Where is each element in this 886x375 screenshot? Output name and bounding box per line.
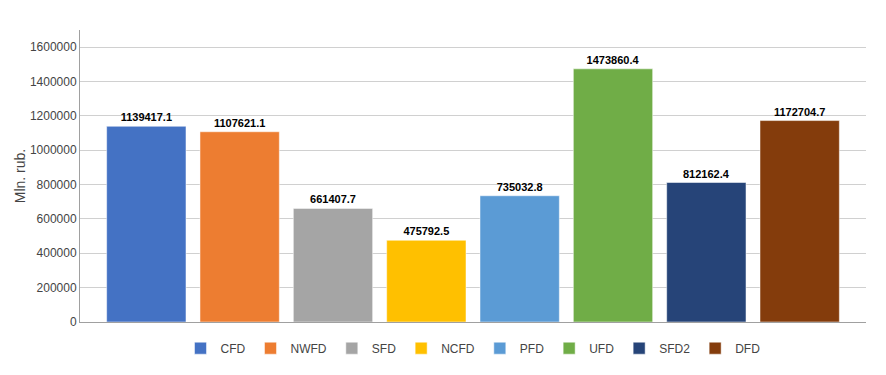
svg-text:0: 0: [70, 315, 77, 329]
svg-text:CFD: CFD: [221, 342, 246, 356]
svg-text:400000: 400000: [37, 246, 77, 260]
svg-text:1139417.1: 1139417.1: [121, 111, 172, 123]
svg-text:SFD2: SFD2: [659, 342, 690, 356]
svg-text:735032.8: 735032.8: [497, 181, 543, 193]
svg-text:800000: 800000: [37, 178, 77, 192]
svg-text:1172704.7: 1172704.7: [774, 106, 825, 118]
svg-text:NCFD: NCFD: [441, 342, 475, 356]
svg-text:NWFD: NWFD: [290, 342, 326, 356]
svg-text:UFD: UFD: [589, 342, 614, 356]
svg-text:475792.5: 475792.5: [403, 225, 449, 237]
svg-text:Mln. rub.: Mln. rub.: [12, 149, 28, 203]
svg-text:SFD: SFD: [372, 342, 396, 356]
svg-text:1600000: 1600000: [30, 40, 77, 54]
svg-text:1000000: 1000000: [30, 143, 77, 157]
svg-text:812162.4: 812162.4: [683, 168, 730, 180]
svg-text:1473860.4: 1473860.4: [587, 54, 640, 66]
svg-text:600000: 600000: [37, 212, 77, 226]
svg-text:1200000: 1200000: [30, 109, 77, 123]
svg-text:200000: 200000: [37, 281, 77, 295]
svg-text:1400000: 1400000: [30, 75, 77, 89]
svg-text:1107621.1: 1107621.1: [214, 117, 265, 129]
svg-text:DFD: DFD: [735, 342, 760, 356]
svg-text:661407.7: 661407.7: [310, 193, 356, 205]
svg-text:PFD: PFD: [520, 342, 544, 356]
